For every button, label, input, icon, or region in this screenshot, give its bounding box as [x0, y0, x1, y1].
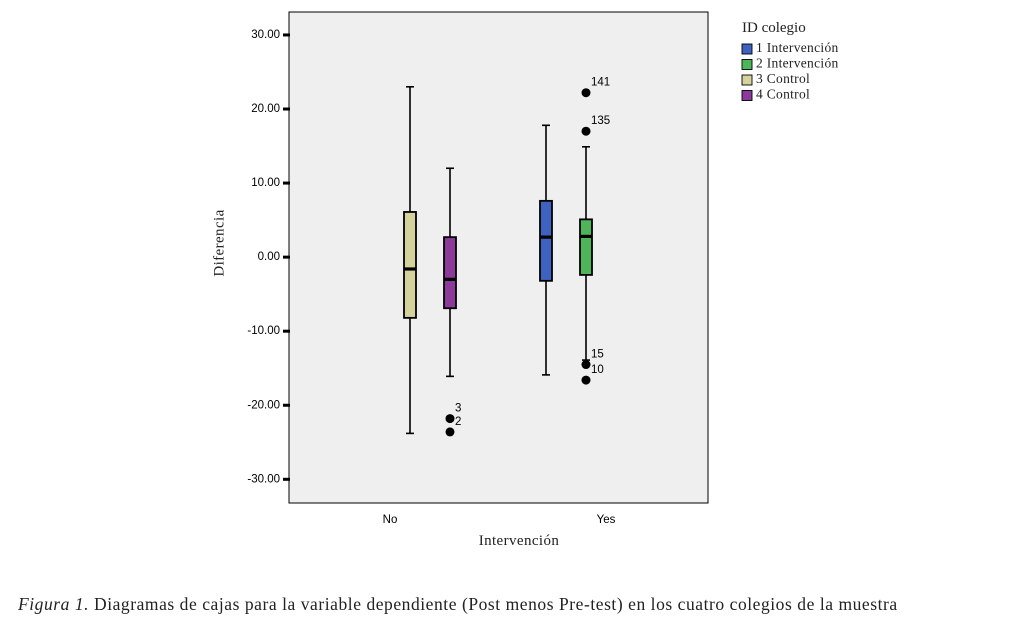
legend-item: 4 Control [741, 87, 810, 102]
y-tick-label: 30.00 [251, 29, 280, 41]
legend-item: 2 Intervención [741, 56, 839, 71]
y-tick-label: -20.00 [247, 399, 280, 411]
outlier-label: 15 [591, 349, 604, 361]
legend-label: 4 Control [756, 87, 810, 102]
legend-swatch [741, 43, 753, 55]
legend-item: 3 Control [741, 71, 810, 86]
outlier-label: 10 [591, 364, 604, 376]
x-axis-title: Intervención [479, 533, 560, 549]
figure-caption-text: Diagramas de cajas para la variable depe… [94, 594, 898, 614]
box-iqr [443, 236, 457, 310]
y-tick-label: 10.00 [251, 177, 280, 189]
y-tick-label: 20.00 [251, 103, 280, 115]
legend-title: ID colegio [742, 20, 806, 36]
box-3-control-no [403, 85, 417, 435]
box-plot-chart: 30.00 20.00 10.00 0.00 -10.00 -20.00 -30.00 No… [211, 11, 839, 549]
outlier-label: 3 [455, 403, 461, 415]
legend-label: 3 Control [756, 71, 810, 86]
legend-label: 2 Intervención [756, 56, 839, 71]
x-category-label: Yes [597, 514, 616, 526]
figure-caption: Figura 1. Diagramas de cajas para la var… [18, 593, 1018, 615]
outlier-label: 135 [591, 115, 610, 127]
box-series-group: 141 135 15 10 32 [403, 77, 610, 437]
box-iqr [403, 211, 417, 319]
legend-swatch [741, 74, 753, 86]
y-axis: 30.00 20.00 10.00 0.00 -10.00 -20.00 -30.00 [247, 29, 290, 485]
outlier-label: 141 [591, 77, 610, 89]
y-tick-label: 0.00 [258, 251, 280, 263]
legend-label: 1 Intervención [756, 40, 839, 55]
y-tick-label: -30.00 [247, 473, 280, 485]
outlier-point [445, 414, 455, 424]
figure-caption-label: Figura 1. [18, 594, 90, 614]
box-iqr [579, 218, 593, 276]
outlier-point [581, 360, 591, 370]
y-tick-label: -10.00 [247, 325, 280, 337]
plot-area [288, 11, 709, 504]
box-2-intervencion-yes: 141 135 15 10 [579, 77, 610, 385]
outlier-point [581, 88, 591, 98]
outlier-point [581, 126, 591, 136]
x-axis: No Yes [383, 514, 616, 526]
x-category-label: No [383, 514, 398, 526]
outlier-label: 2 [455, 416, 461, 428]
y-axis-title: Diferencia [211, 209, 227, 276]
legend-swatch [741, 59, 753, 70]
legend-item: 1 Intervención [741, 40, 839, 55]
legend-swatch [741, 90, 753, 101]
box-4-control-no: 32 [443, 167, 461, 437]
box-1-intervencion-yes [539, 124, 553, 376]
outlier-point [445, 427, 455, 437]
outlier-point [581, 375, 591, 385]
box-iqr [539, 199, 553, 282]
